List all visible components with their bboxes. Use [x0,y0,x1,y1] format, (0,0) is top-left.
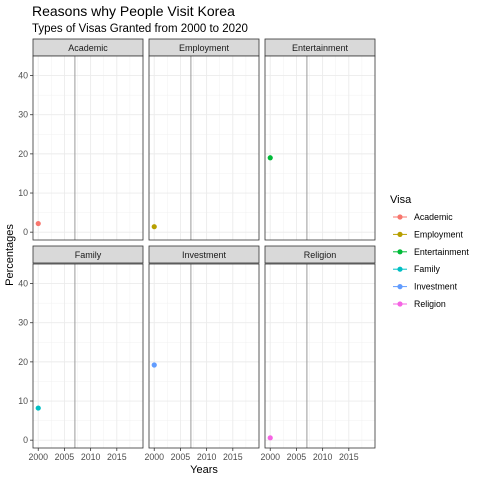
legend-item-religion: Religion [393,299,446,309]
panel-border [32,55,144,241]
panel-border [148,55,260,241]
facet-strip-label: Employment [179,43,230,53]
legend-key-point [397,266,403,272]
x-tick-label: 2005 [171,452,191,462]
facet-strip-label: Academic [68,43,108,53]
facet-strip [32,245,144,264]
chart-subtitle: Types of Visas Granted from 2000 to 2020 [32,23,248,35]
x-tick-label: 2010 [313,452,333,462]
facet-panel-entertainment: Entertainment [264,38,376,241]
y-tick-label: 30 [18,110,28,120]
legend-key-point [397,301,403,307]
legend-item-entertainment: Entertainment [393,247,469,257]
legend-item-investment: Investment [393,282,458,292]
data-point-family [35,405,41,411]
y-axis-title: Percentages [4,224,16,286]
y-tick-label: 40 [18,71,28,81]
legend-label: Employment [414,229,463,239]
y-tick-label: 20 [18,357,28,367]
panel-border [264,263,376,449]
x-tick-label: 2000 [28,452,48,462]
facet-panel-religion: Religion 2000 2005 2010 2015 [260,245,376,462]
legend-label: Religion [414,299,446,309]
data-point-employment [151,224,157,230]
x-tick-label: 2005 [55,452,75,462]
x-tick-label: 2000 [144,452,164,462]
y-tick-label: 20 [18,149,28,159]
y-tick-label: 0 [23,227,28,237]
panel-border [148,263,260,449]
legend-key-point [397,231,403,237]
legend-label: Investment [414,282,458,292]
x-tick-label: 2010 [81,452,101,462]
facet-panel-employment: Employment [148,38,260,241]
legend-item-family: Family [393,264,441,274]
data-point-entertainment [267,155,273,161]
legend-label: Academic [414,212,453,222]
facet-strip-label: Religion [304,250,337,260]
facet-panel-investment: Investment 2000 2005 2010 2015 [144,245,260,462]
data-point-religion [267,435,273,441]
legend-item-employment: Employment [393,229,463,239]
legend-label: Entertainment [414,247,469,257]
facet-strip [148,245,260,264]
y-tick-label: 0 [23,435,28,445]
facet-panels: Academic 0 10 20 30 40 Employment Entertainment… [18,38,376,462]
y-tick-label: 10 [18,188,28,198]
chart-title: Reasons why People Visit Korea [32,3,235,19]
facet-strip-label: Family [75,250,102,260]
legend-key-point [397,214,403,220]
y-tick-label: 40 [18,279,28,289]
x-tick-label: 2015 [339,452,359,462]
x-axis-title: Years [190,464,218,476]
legend-item-academic: Academic [393,212,453,222]
y-tick-label: 10 [18,396,28,406]
facet-strip-label: Entertainment [292,43,349,53]
x-tick-label: 2000 [260,452,280,462]
legend-title: Visa [390,194,412,206]
x-tick-label: 2015 [223,452,243,462]
y-tick-label: 30 [18,318,28,328]
x-tick-label: 2005 [287,452,307,462]
data-point-investment [151,362,157,368]
legend-key-point [397,249,403,255]
legend: Visa Academic Employment Entertainment Fami… [390,194,469,309]
x-tick-label: 2010 [197,452,217,462]
legend-key-point [397,284,403,290]
legend-label: Family [414,264,441,274]
facet-strip [264,245,376,264]
facet-panel-academic: Academic 0 10 20 30 40 [18,38,144,241]
facet-strip-label: Investment [182,250,227,260]
panel-border [32,263,144,449]
facet-panel-family: Family 0 10 20 30 40 2000 2005 2010 2015 [18,245,144,462]
panel-border [264,55,376,241]
data-point-academic [35,220,41,227]
x-tick-label: 2015 [107,452,127,462]
